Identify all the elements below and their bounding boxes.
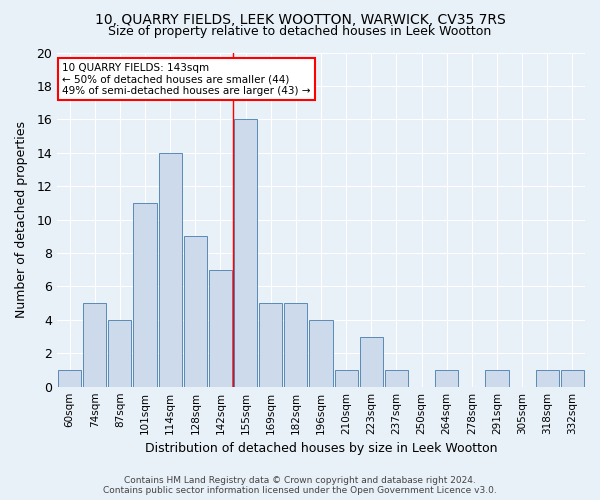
Bar [109,320,131,386]
Text: 10 QUARRY FIELDS: 143sqm
← 50% of detached houses are smaller (44)
49% of semi-d: 10 QUARRY FIELDS: 143sqm ← 50% of detach… [62,62,311,96]
Text: Contains HM Land Registry data © Crown copyright and database right 2024.
Contai: Contains HM Land Registry data © Crown c… [103,476,497,495]
Bar [284,303,307,386]
Bar [310,320,332,386]
X-axis label: Distribution of detached houses by size in Leek Wootton: Distribution of detached houses by size … [145,442,497,455]
Bar [234,120,257,386]
Bar [536,370,559,386]
Bar [435,370,458,386]
Bar [158,153,182,386]
Bar [385,370,408,386]
Bar [58,370,81,386]
Bar [485,370,509,386]
Bar [259,303,283,386]
Text: Size of property relative to detached houses in Leek Wootton: Size of property relative to detached ho… [109,25,491,38]
Bar [335,370,358,386]
Bar [133,203,157,386]
Bar [561,370,584,386]
Bar [184,236,207,386]
Text: 10, QUARRY FIELDS, LEEK WOOTTON, WARWICK, CV35 7RS: 10, QUARRY FIELDS, LEEK WOOTTON, WARWICK… [95,12,505,26]
Y-axis label: Number of detached properties: Number of detached properties [15,121,28,318]
Bar [83,303,106,386]
Bar [209,270,232,386]
Bar [360,336,383,386]
